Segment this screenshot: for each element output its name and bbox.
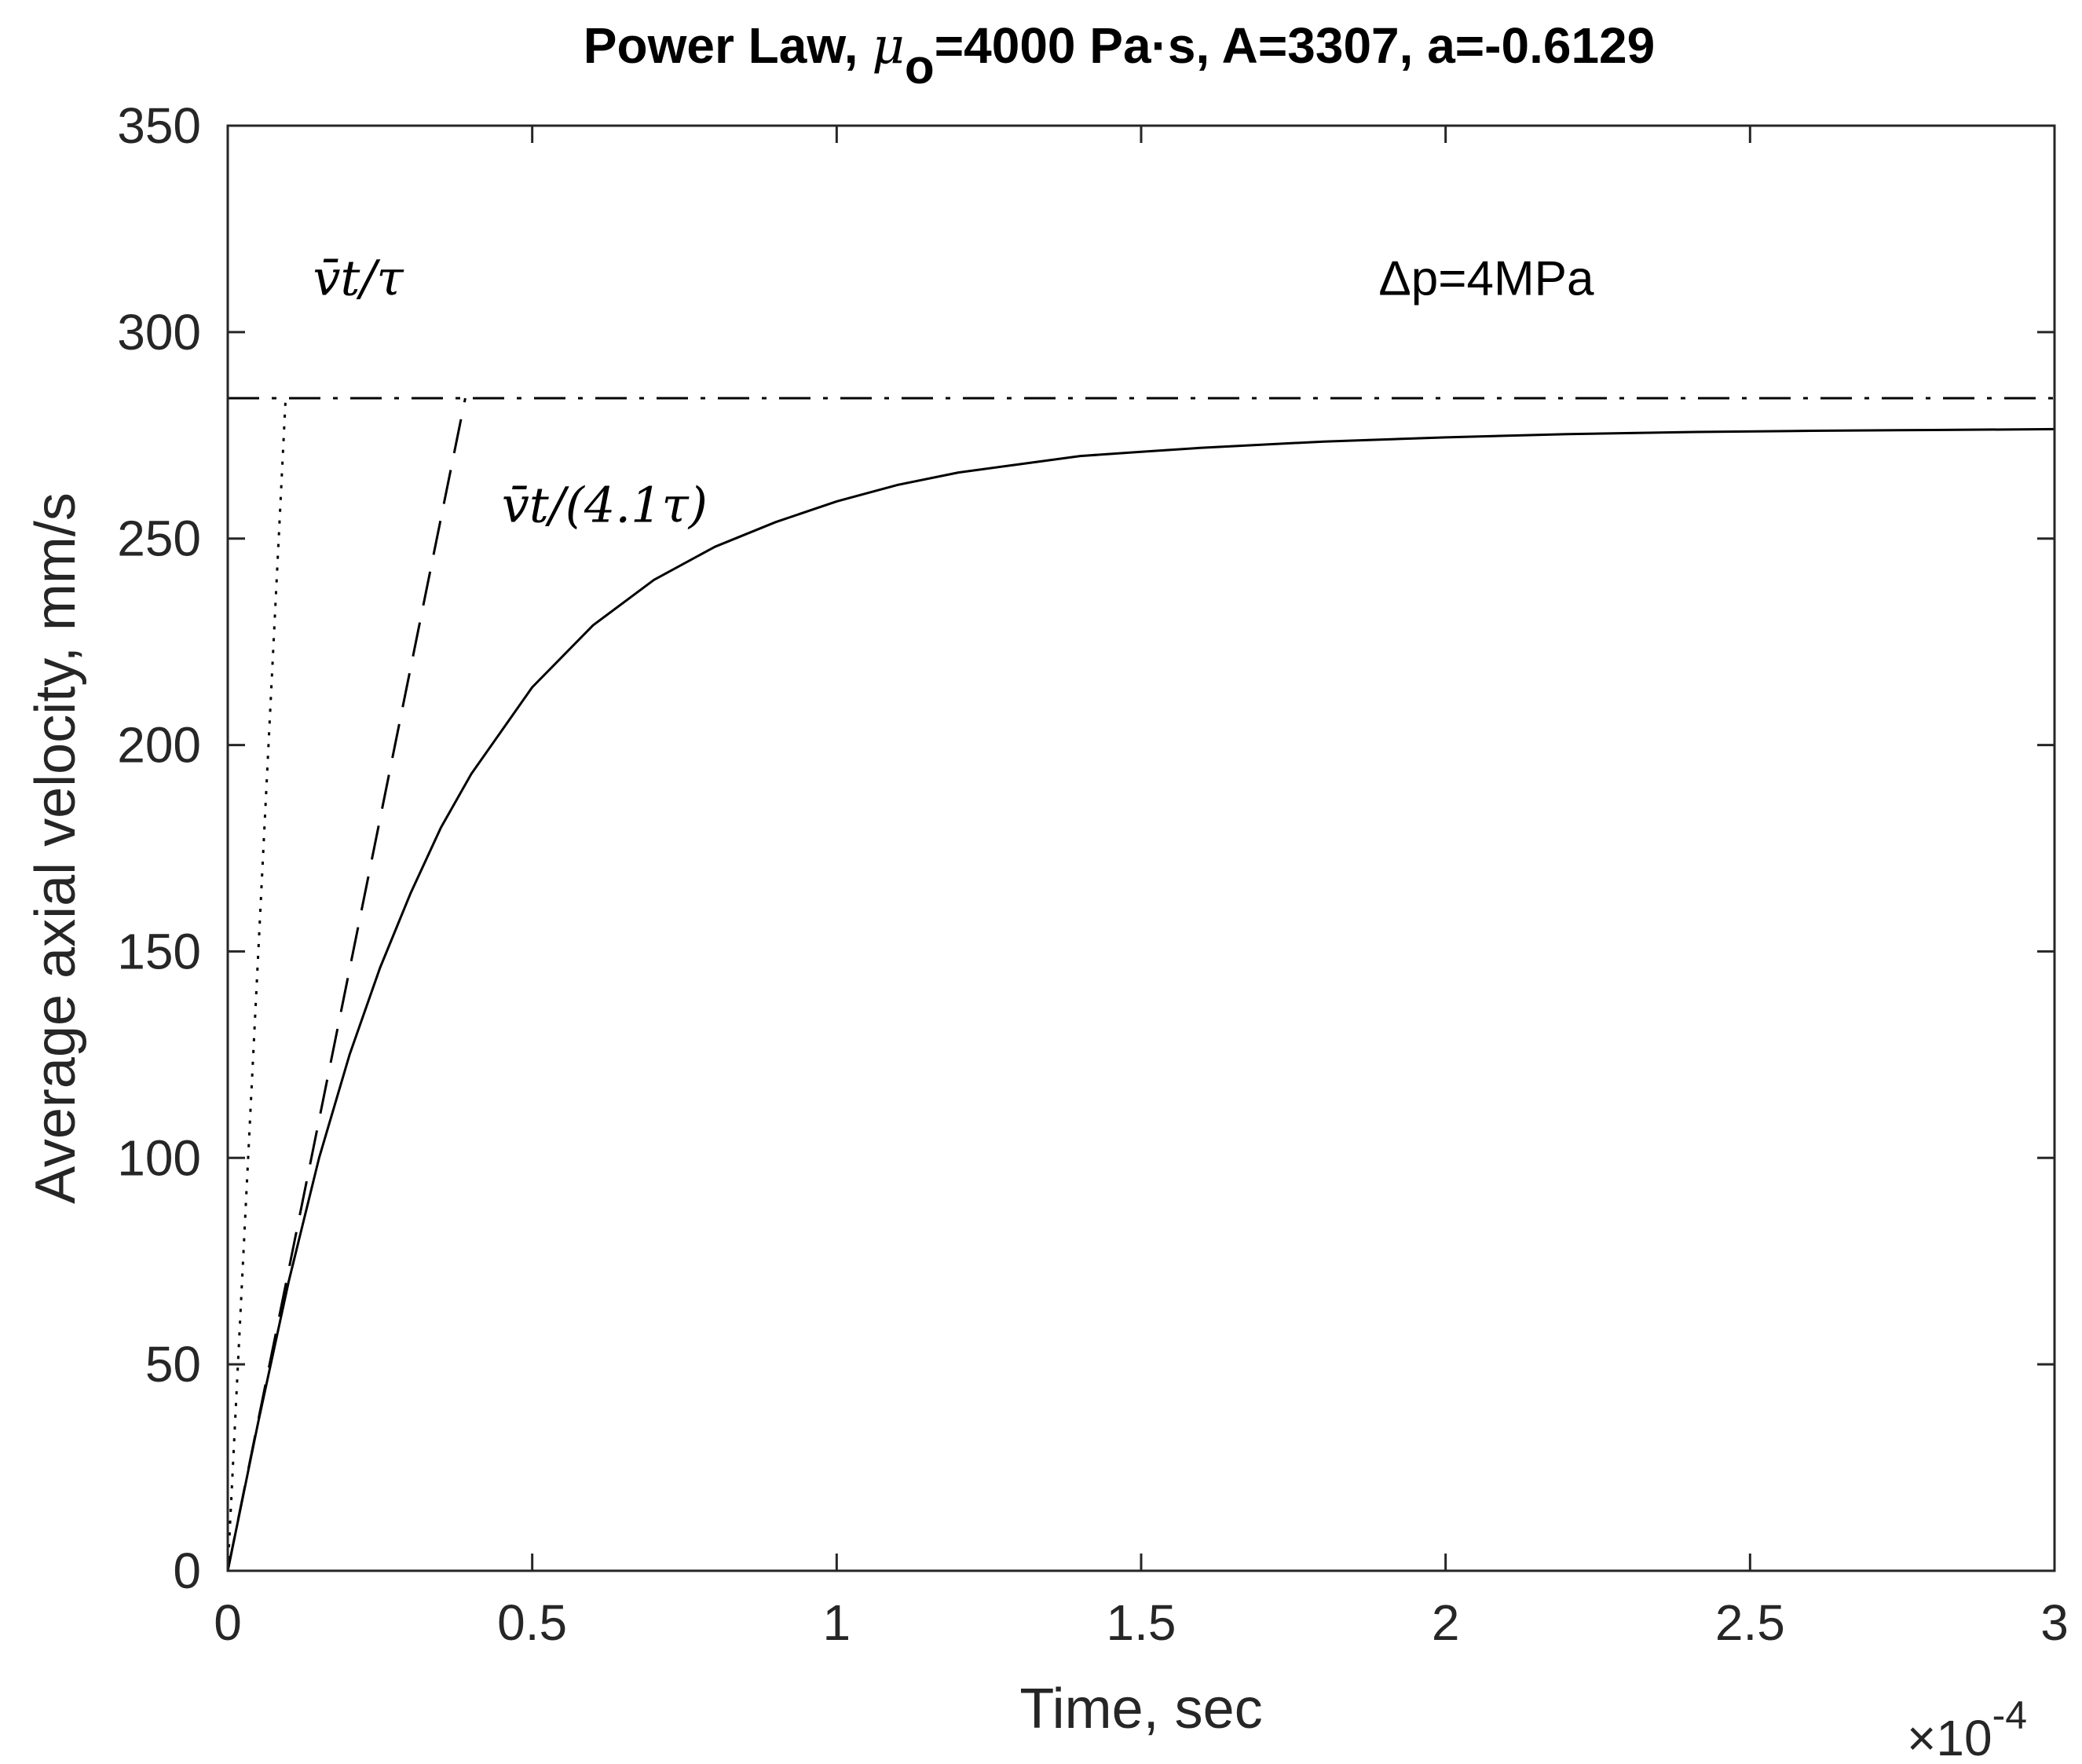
annotation-vt-41tau: v̄t/(4.1τ) [502, 477, 708, 534]
y-tick-label: 0 [173, 1543, 201, 1599]
y-tick-label: 200 [117, 717, 201, 774]
x-tick-label: 0.5 [497, 1594, 567, 1651]
annotation-vt-tau: v̄t/τ [313, 250, 405, 307]
chart-title-prefix: Power Law, [584, 17, 873, 74]
series-line-dashed [228, 397, 467, 1571]
x-axis-multiplier: ×10-4 [1907, 1693, 2027, 1764]
x-tick-label: 0 [214, 1594, 242, 1651]
x-axis: 0 0.5 1 1.5 2 2.5 3 [214, 126, 2069, 1651]
x-axis-label: Time, sec [1019, 1678, 1262, 1740]
y-tick-label: 250 [117, 511, 201, 567]
annotation-delta-p: Δp=4MPa [1378, 252, 1594, 306]
y-axis-label: Average axial velocity, mm/s [24, 492, 87, 1204]
y-tick-label: 350 [117, 97, 201, 154]
series-line-solid [228, 427, 2055, 1571]
x-tick-label: 2 [1432, 1594, 1460, 1651]
chart-title-mu: μ [872, 17, 905, 75]
x-tick-label: 3 [2040, 1594, 2069, 1651]
y-tick-label: 150 [117, 923, 201, 979]
x-axis-multiplier-exponent: -4 [1992, 1693, 2027, 1737]
y-axis: 0 50 100 150 200 250 300 350 [117, 97, 2055, 1599]
x-axis-multiplier-base: ×10 [1907, 1710, 1992, 1764]
x-tick-label: 2.5 [1715, 1594, 1785, 1651]
series-line-dotted [228, 397, 287, 1571]
chart-title-mu-subscript: o [905, 40, 935, 94]
series-layer [228, 397, 2055, 1571]
y-tick-label: 300 [117, 304, 201, 360]
y-tick-label: 50 [145, 1336, 201, 1393]
x-tick-label: 1 [823, 1594, 851, 1651]
x-tick-label: 1.5 [1107, 1594, 1176, 1651]
y-tick-label: 100 [117, 1129, 201, 1186]
chart-title: Power Law, μo=4000 Pa·s, A=3307, a=-0.61… [584, 17, 1655, 94]
annotation-layer: v̄t/τ v̄t/(4.1τ) Δp=4MPa [313, 250, 1594, 534]
chart-title-suffix: =4000 Pa·s, A=3307, a=-0.6129 [935, 17, 1655, 74]
